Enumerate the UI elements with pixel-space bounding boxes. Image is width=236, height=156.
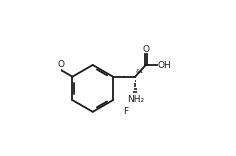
Text: O: O [58, 60, 65, 69]
Text: F: F [123, 107, 128, 116]
Text: &1: &1 [136, 69, 144, 74]
Text: OH: OH [158, 61, 172, 70]
Text: O: O [143, 45, 150, 54]
Text: NH₂: NH₂ [127, 95, 144, 104]
